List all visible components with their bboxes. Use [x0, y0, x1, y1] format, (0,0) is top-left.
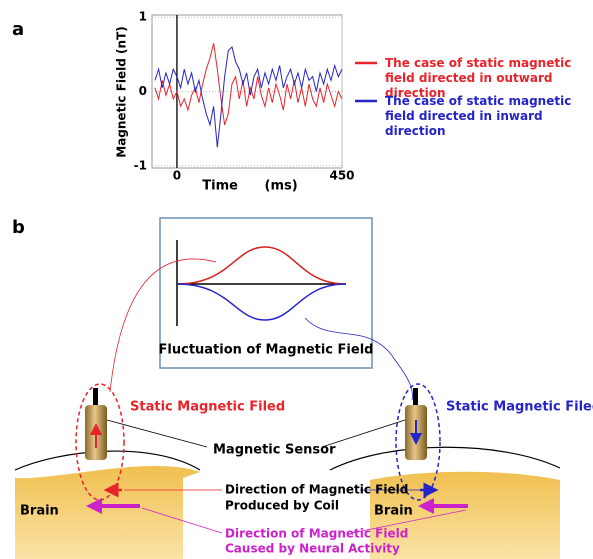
y-tick-label: 1 — [139, 10, 147, 24]
leader — [141, 507, 223, 534]
neural-label: Caused by Neural Activity — [225, 542, 400, 556]
line-series — [154, 43, 343, 126]
leader — [321, 419, 406, 448]
inset-box — [159, 217, 373, 369]
field-label: Static Magnetic Filed — [446, 400, 593, 415]
inset-caption: Fluctuation of Magnetic Field — [159, 343, 374, 358]
sensor-label: Magnetic Sensor — [213, 443, 336, 458]
x-tick-label: 450 — [329, 169, 354, 183]
plot-frame — [151, 14, 343, 169]
field-label: Static Magnetic Filed — [130, 400, 285, 415]
diagram: Fluctuation of Magnetic Field Static Mag… — [14, 217, 593, 559]
field-loop — [75, 383, 125, 501]
sensor-rod — [413, 388, 418, 408]
y-tick-label: -1 — [134, 158, 147, 172]
x-tick-label: 0 — [173, 169, 181, 183]
y-axis-label: Magnetic Field (nT) — [115, 26, 129, 157]
leader — [106, 419, 208, 448]
leader — [351, 509, 467, 534]
panel-label: b — [12, 217, 25, 238]
legend-label: The case of static magnetic field direct… — [385, 56, 572, 100]
brain-label: Brain — [374, 504, 413, 519]
connector — [304, 317, 413, 401]
head-outline — [329, 446, 561, 471]
x-axis-label: Time (ms) — [202, 179, 297, 194]
brain-region — [370, 471, 560, 559]
sensor-rod — [93, 388, 98, 408]
brain-region — [15, 466, 200, 559]
connector — [109, 258, 217, 393]
line-series — [154, 45, 343, 148]
panel-label: a — [12, 19, 24, 40]
neural-label: Direction of Magnetic Field — [225, 527, 408, 541]
coil-label: Direction of Magnetic Field — [225, 483, 408, 497]
inset-curve — [176, 246, 347, 285]
brain-label: Brain — [20, 504, 59, 519]
legend-label: The case of static magnetic field direct… — [385, 94, 572, 138]
coil-label: Produced by Coil — [225, 499, 339, 513]
y-tick-label: 0 — [139, 84, 147, 98]
inset-curve — [176, 283, 347, 321]
